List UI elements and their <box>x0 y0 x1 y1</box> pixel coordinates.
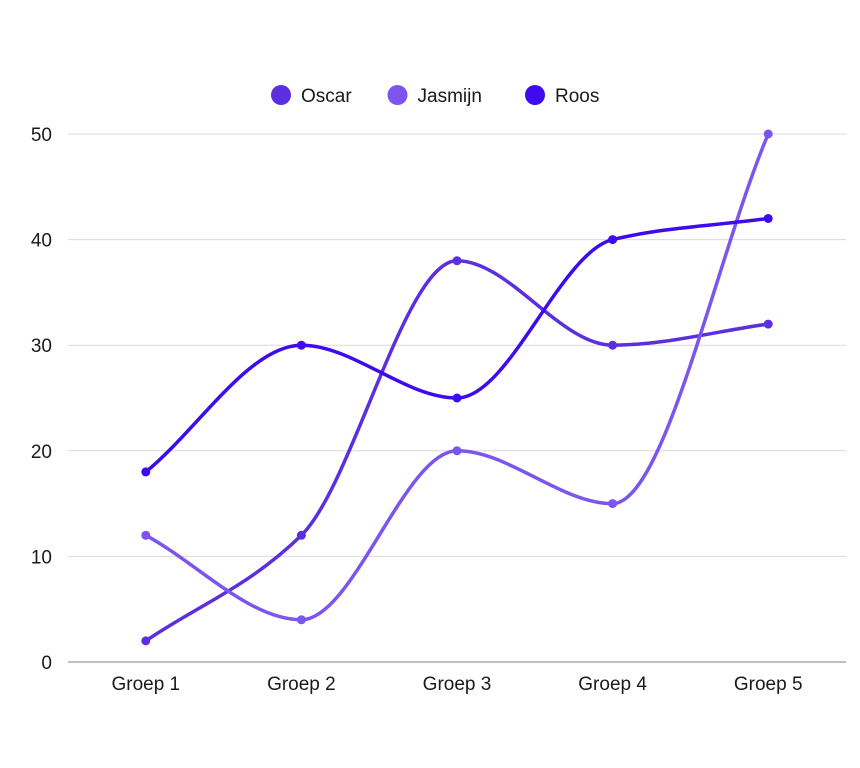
x-tick-label: Groep 1 <box>111 674 180 695</box>
data-point-roos <box>608 235 618 245</box>
axis-layer: 0 10 20 30 40 50 Groep 1 Groep 2 Groep 3 Groep 4 G… <box>31 125 846 695</box>
series-line-oscar <box>144 258 770 643</box>
data-point-oscar <box>296 530 306 540</box>
legend-item-oscar: Oscar <box>271 85 352 107</box>
legend-item-jasmijn: Jasmijn <box>387 85 482 107</box>
legend-label: Roos <box>555 86 599 107</box>
data-point-oscar <box>452 256 462 266</box>
series-line-jasmijn <box>144 132 770 622</box>
data-point-jasmijn <box>452 446 462 456</box>
data-point-jasmijn <box>141 530 151 540</box>
y-tick-label: 20 <box>31 442 52 463</box>
y-tick-label: 50 <box>31 125 52 146</box>
legend-marker <box>525 85 545 105</box>
series-oscar <box>141 256 773 646</box>
legend-label: Jasmijn <box>418 86 482 107</box>
grid-layer <box>68 133 846 557</box>
x-tick-label: Groep 5 <box>734 674 803 695</box>
data-point-oscar <box>141 636 151 646</box>
data-point-roos <box>141 467 151 477</box>
data-point-roos <box>296 340 306 350</box>
data-point-oscar <box>608 340 618 350</box>
data-point-roos <box>452 393 462 403</box>
y-tick-label: 10 <box>31 547 52 568</box>
legend-marker <box>387 85 408 105</box>
series-jasmijn <box>141 129 773 625</box>
data-point-jasmijn <box>608 499 618 509</box>
data-point-roos <box>763 213 773 223</box>
y-tick-label: 30 <box>31 336 52 357</box>
series-layer <box>141 129 773 646</box>
series-roos <box>141 213 773 477</box>
y-tick-label: 40 <box>31 231 52 252</box>
legend-item-roos: Roos <box>525 85 599 107</box>
x-tick-label: Groep 2 <box>267 674 336 695</box>
data-point-jasmijn <box>763 129 773 139</box>
data-point-oscar <box>763 319 773 329</box>
x-tick-label: Groep 4 <box>578 674 647 695</box>
x-tick-label: Groep 3 <box>423 674 492 695</box>
legend: Oscar Jasmijn Roos <box>271 85 599 107</box>
y-tick-label: 0 <box>41 653 52 674</box>
legend-marker <box>271 85 291 105</box>
data-point-jasmijn <box>296 615 306 625</box>
legend-label: Oscar <box>301 86 352 107</box>
